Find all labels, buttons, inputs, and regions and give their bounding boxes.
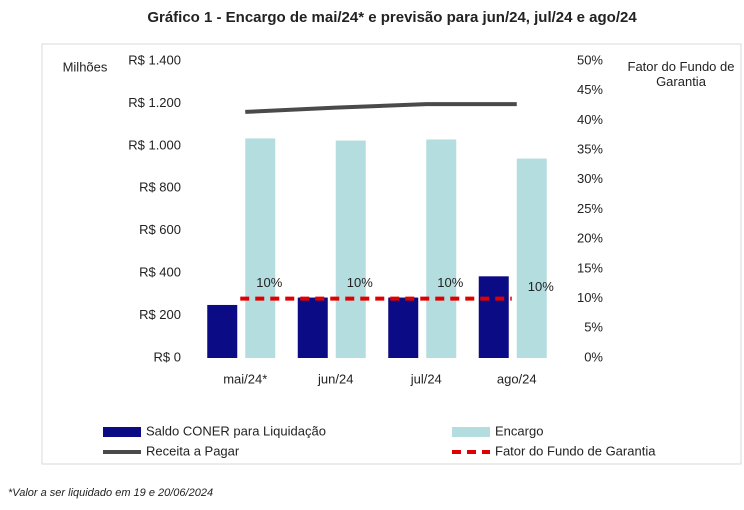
legend-label: Saldo CONER para Liquidação [146, 423, 326, 438]
y2-tick-label: 5% [584, 320, 603, 335]
y-tick-label: R$ 1.400 [128, 52, 181, 67]
y-tick-label: R$ 600 [139, 222, 181, 237]
bar [516, 158, 547, 358]
x-tick-label: jun/24 [317, 371, 353, 386]
y2-tick-label: 20% [577, 231, 603, 246]
y-axis-label: Milhões [63, 59, 108, 74]
y-tick-label: R$ 800 [139, 180, 181, 195]
chart-title: Gráfico 1 - Encargo de mai/24* e previsã… [147, 9, 637, 26]
y2-tick-label: 40% [577, 112, 603, 127]
legend-label: Fator do Fundo de Garantia [495, 443, 656, 458]
y2-axis-label-line: Fator do Fundo de [628, 59, 735, 74]
bar [335, 140, 366, 358]
bar [388, 297, 419, 358]
y-tick-label: R$ 0 [154, 349, 181, 364]
y-tick-label: R$ 400 [139, 265, 181, 280]
y2-tick-label: 25% [577, 201, 603, 216]
data-label: 10% [256, 275, 282, 290]
data-label: 10% [528, 279, 554, 294]
data-label: 10% [437, 275, 463, 290]
y2-tick-label: 45% [577, 82, 603, 97]
x-tick-label: jul/24 [410, 371, 442, 386]
bar [478, 276, 509, 358]
legend-label: Receita a Pagar [146, 443, 240, 458]
y-tick-label: R$ 1.200 [128, 95, 181, 110]
legend-swatch [452, 427, 490, 437]
bar [207, 304, 238, 358]
line [245, 102, 517, 114]
x-tick-label: ago/24 [497, 371, 537, 386]
bar [426, 139, 457, 358]
y2-tick-label: 50% [577, 52, 603, 67]
x-tick-label: mai/24* [223, 371, 267, 386]
chart-frame [41, 43, 742, 465]
y-tick-label: R$ 200 [139, 307, 181, 322]
bar [297, 297, 328, 358]
bar [245, 138, 276, 358]
y2-axis-label: Fator do Fundo de Garantia [628, 59, 735, 89]
footnote: *Valor a ser liquidado em 19 e 20/06/202… [8, 487, 213, 499]
y2-tick-label: 30% [577, 171, 603, 186]
legend-swatch [103, 427, 141, 437]
data-label: 10% [347, 275, 373, 290]
y2-tick-label: 0% [584, 349, 603, 364]
y2-tick-label: 10% [577, 290, 603, 305]
y2-tick-label: 15% [577, 260, 603, 275]
y2-axis-label-line: Garantia [656, 74, 707, 89]
y-tick-label: R$ 1.000 [128, 137, 181, 152]
legend-label: Encargo [495, 423, 543, 438]
y2-tick-label: 35% [577, 142, 603, 157]
